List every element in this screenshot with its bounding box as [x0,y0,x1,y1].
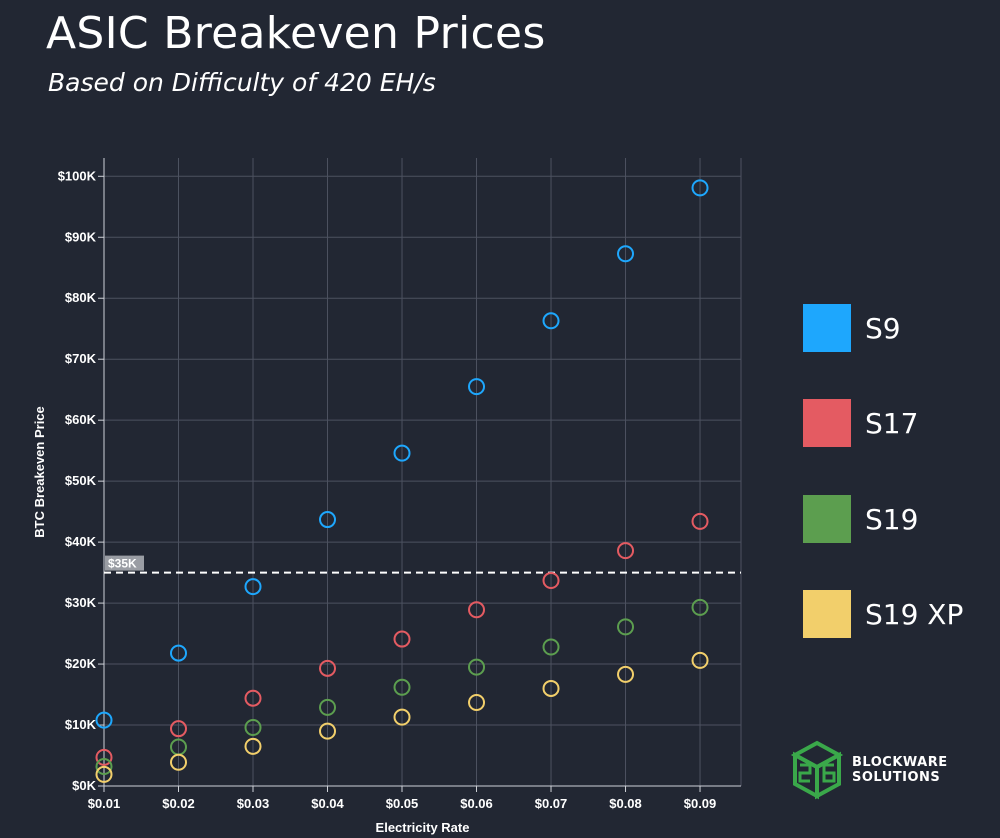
data-point-s19 [244,718,262,736]
y-tick-label: $30K [65,595,97,610]
data-point-s19-xp [691,651,709,669]
logo-text-line2: SOLUTIONS [852,770,941,785]
data-point-s19-xp [542,679,560,697]
y-tick-label: $40K [65,534,97,549]
data-point-s17 [244,689,262,707]
legend-item-s17: S17 [803,399,918,447]
logo-text-line1: BLOCKWARE [852,755,948,770]
x-tick-label: $0.07 [535,796,568,811]
annotation-label: $35K [108,557,137,571]
data-point-s19 [617,618,635,636]
data-point-s17 [617,542,635,560]
legend-item-s9: S9 [803,304,901,352]
blockware-cube-icon [790,740,844,800]
chart-title: ASIC Breakeven Prices [46,8,546,59]
data-point-s17 [691,512,709,530]
data-point-s9 [95,711,113,729]
y-tick-label: $100K [58,168,97,183]
data-point-s19 [691,598,709,616]
data-point-s19-xp [617,665,635,683]
data-point-s19 [95,757,113,775]
y-tick-label: $70K [65,351,97,366]
legend-swatch [803,304,851,352]
data-point-s17 [95,748,113,766]
y-tick-label: $20K [65,656,97,671]
data-point-s17 [170,720,188,738]
x-tick-label: $0.09 [684,796,717,811]
data-point-s19-xp [244,737,262,755]
y-tick-label: $50K [65,473,97,488]
x-tick-label: $0.01 [88,796,121,811]
y-tick-label: $10K [65,717,97,732]
data-point-s19-xp [319,722,337,740]
legend-label: S19 XP [865,597,964,631]
legend-swatch [803,590,851,638]
data-point-s19-xp [170,753,188,771]
data-point-s19-xp [95,765,113,783]
y-tick-label: $80K [65,290,97,305]
legend-item-s19: S19 [803,495,918,543]
data-point-s19 [319,698,337,716]
data-point-s19-xp [468,693,486,711]
data-point-s19 [542,638,560,656]
y-tick-label: $0K [72,778,96,793]
legend-swatch [803,495,851,543]
y-tick-label: $90K [65,229,97,244]
data-point-s9 [617,245,635,263]
x-tick-label: $0.05 [386,796,419,811]
data-point-s17 [393,630,411,648]
data-point-s17 [468,601,486,619]
legend-swatch [803,399,851,447]
data-point-s17 [542,572,560,590]
y-axis-title: BTC Breakeven Price [32,406,47,538]
x-tick-label: $0.04 [311,796,344,811]
data-point-s9 [393,444,411,462]
y-tick-label: $60K [65,412,97,427]
x-axis-title: Electricity Rate [376,820,470,835]
data-point-s19 [393,678,411,696]
data-point-s9 [691,179,709,197]
data-point-s19 [468,658,486,676]
data-point-s9 [319,511,337,529]
x-tick-label: $0.03 [237,796,270,811]
data-point-s9 [170,644,188,662]
legend-item-s19-xp: S19 XP [803,590,963,638]
blockware-logo: BLOCKWARE SOLUTIONS [790,740,948,800]
legend-label: S19 [865,502,919,536]
chart-subtitle: Based on Difficulty of 420 EH/s [48,68,436,97]
annotation-label-bg [105,555,144,571]
x-tick-label: $0.06 [460,796,493,811]
legend-label: S9 [865,311,901,345]
data-point-s9 [244,578,262,596]
data-point-s9 [542,312,560,330]
data-point-s17 [319,659,337,677]
x-tick-label: $0.02 [162,796,195,811]
legend-label: S17 [865,406,919,440]
data-point-s19-xp [393,708,411,726]
x-tick-label: $0.08 [609,796,642,811]
data-point-s9 [468,378,486,396]
